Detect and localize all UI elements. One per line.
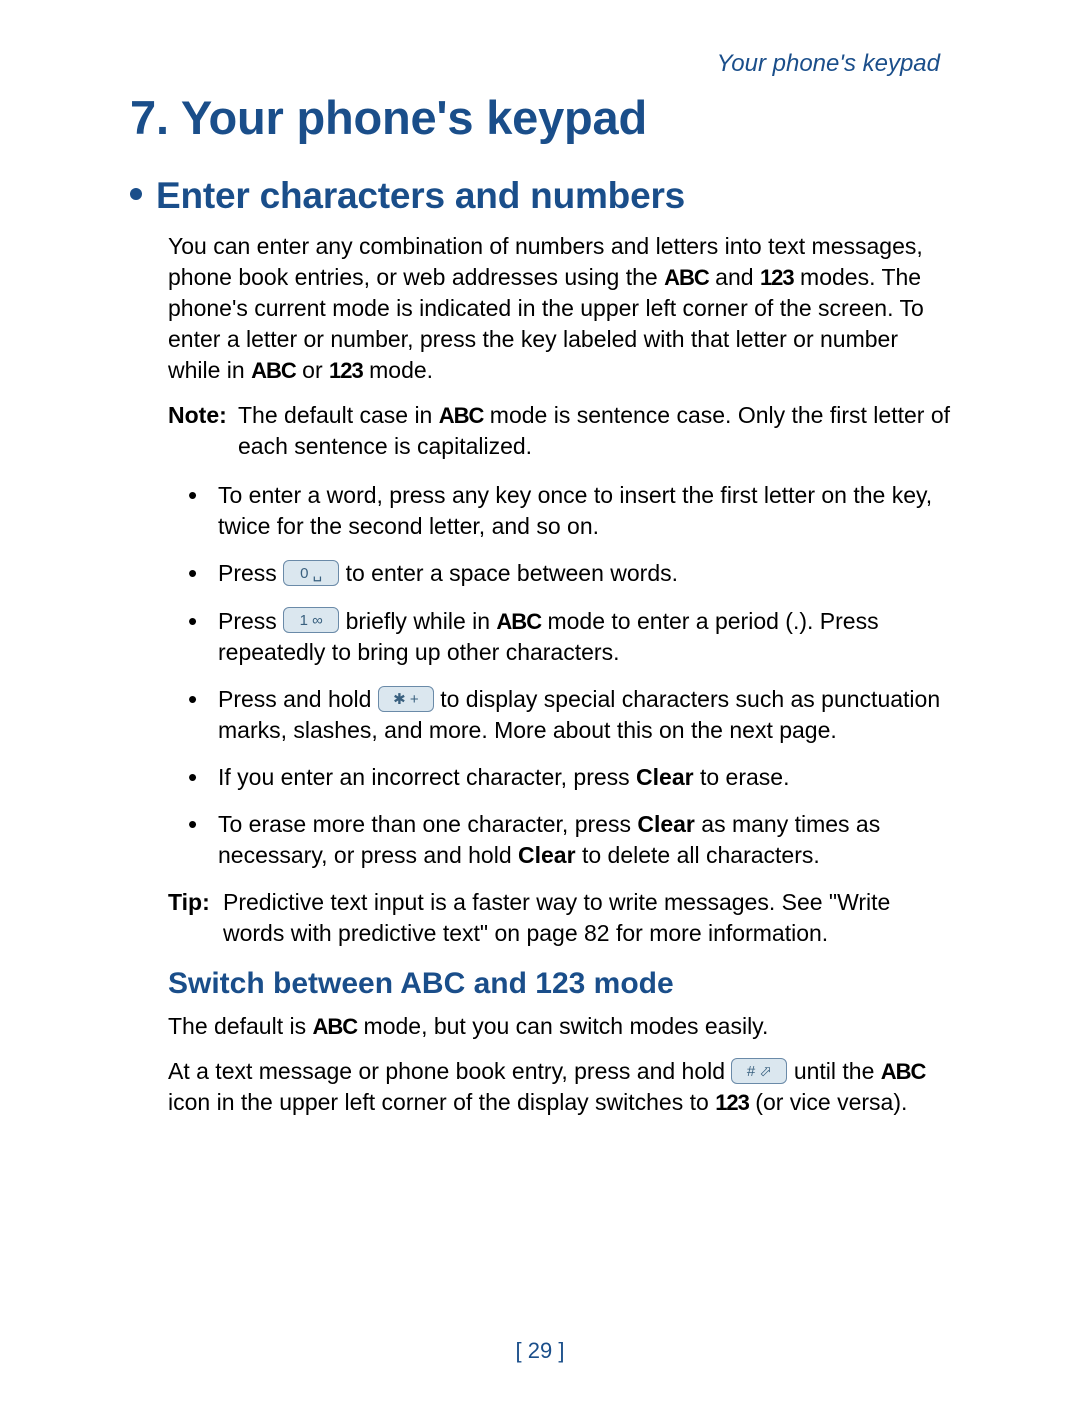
text-run: until the <box>794 1058 881 1084</box>
list-item: To erase more than one character, press … <box>188 809 950 871</box>
intro-paragraph: You can enter any combination of numbers… <box>168 231 950 386</box>
list-item: To enter a word, press any key once to i… <box>188 480 950 542</box>
abc-mode-icon: ABC <box>312 1012 357 1042</box>
bullet-icon <box>130 188 142 200</box>
text-run: and <box>715 264 760 290</box>
subsection-paragraph: At a text message or phone book entry, p… <box>168 1056 950 1118</box>
abc-mode-icon: ABC <box>881 1057 926 1087</box>
abc-mode-icon: ABC <box>496 607 541 637</box>
text-run: If you enter an incorrect character, pre… <box>218 764 636 790</box>
chapter-name: Your phone's keypad <box>181 91 647 144</box>
abc-mode-icon: ABC <box>664 263 709 293</box>
abc-mode-icon: ABC <box>439 401 484 431</box>
subsection-title: Switch between ABC and 123 mode <box>168 967 950 1001</box>
text-run: mode, but you can switch modes easily. <box>364 1013 769 1039</box>
123-mode-icon: 123 <box>715 1088 749 1118</box>
note-content: The default case in ABC mode is sentence… <box>238 400 950 462</box>
text-run: To enter a word, press any key once to i… <box>218 482 932 539</box>
text-run: At a text message or phone book entry, p… <box>168 1058 731 1084</box>
tip-content: Predictive text input is a faster way to… <box>223 887 950 949</box>
note-block: Note: The default case in ABC mode is se… <box>168 400 950 462</box>
text-run: icon in the upper left corner of the dis… <box>168 1089 715 1115</box>
key-hash-shift-icon: # ⬀ <box>731 1058 787 1084</box>
key-star-plus-icon: ✱ + <box>378 686 434 712</box>
text-run: or <box>302 357 329 383</box>
note-label: Note: <box>168 402 227 428</box>
text-run: mode. <box>369 357 433 383</box>
123-mode-icon: 123 <box>760 263 794 293</box>
abc-mode-icon: ABC <box>251 356 296 386</box>
chapter-number: 7. <box>130 91 169 144</box>
list-item: If you enter an incorrect character, pre… <box>188 762 950 793</box>
clear-key-label: Clear <box>637 811 695 837</box>
page-number: [ 29 ] <box>0 1338 1080 1364</box>
key-0-space-icon: 0 ␣ <box>283 560 339 586</box>
text-run: briefly while in <box>346 608 497 634</box>
text-run: (or vice versa). <box>755 1089 907 1115</box>
manual-page: Your phone's keypad 7. Your phone's keyp… <box>0 0 1080 1412</box>
tip-block: Tip: Predictive text input is a faster w… <box>168 887 950 949</box>
text-run: Press <box>218 560 283 586</box>
clear-key-label: Clear <box>636 764 694 790</box>
list-item: Press 0 ␣ to enter a space between words… <box>188 558 950 589</box>
123-mode-icon: 123 <box>329 356 363 386</box>
section-title: Enter characters and numbers <box>130 175 950 217</box>
text-run: The default is <box>168 1013 312 1039</box>
text-run: Press <box>218 608 283 634</box>
tip-label: Tip: <box>168 889 210 915</box>
list-item: Press 1 ∞ briefly while in ABC mode to e… <box>188 606 950 668</box>
instruction-list: To enter a word, press any key once to i… <box>188 480 950 870</box>
section-name: Enter characters and numbers <box>156 175 685 216</box>
text-run: The default case in <box>238 402 439 428</box>
clear-key-label: Clear <box>518 842 576 868</box>
text-run: To erase more than one character, press <box>218 811 637 837</box>
list-item: Press and hold ✱ + to display special ch… <box>188 684 950 746</box>
subsection-paragraph: The default is ABC mode, but you can swi… <box>168 1011 950 1042</box>
chapter-title: 7. Your phone's keypad <box>130 90 950 145</box>
text-run: to erase. <box>700 764 790 790</box>
key-1-voicemail-icon: 1 ∞ <box>283 607 339 633</box>
text-run: to delete all characters. <box>582 842 820 868</box>
text-run: Press and hold <box>218 686 378 712</box>
text-run: to enter a space between words. <box>346 560 678 586</box>
running-head: Your phone's keypad <box>130 50 940 78</box>
